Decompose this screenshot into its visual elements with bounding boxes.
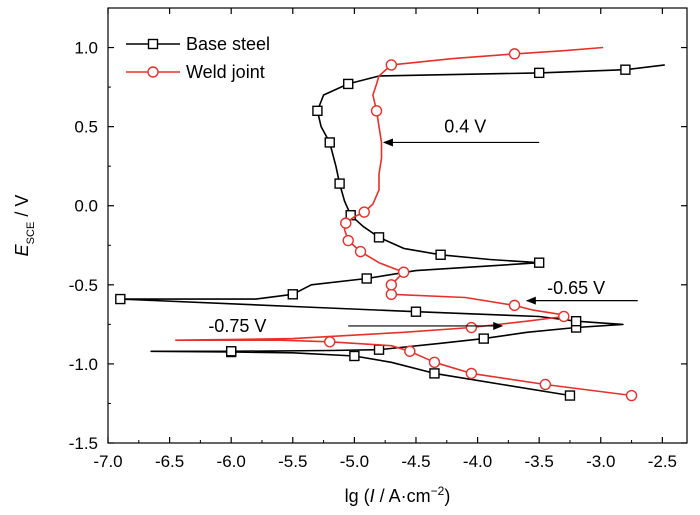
annotation-0: 0.4 V <box>382 117 540 147</box>
annotation-2: -0.75 V <box>208 316 504 336</box>
data-point <box>385 288 398 301</box>
data-point <box>429 368 440 379</box>
data-point <box>343 78 354 90</box>
y-tick-label: -0.5 <box>69 276 98 295</box>
data-point <box>410 306 422 317</box>
x-tick-label: -2.5 <box>648 452 677 471</box>
x-axis: -7.0 -6.5 -6.0 -5.5 -5.0 -4.5 -4.0 -3.5 -3.0 -2.5 <box>93 8 677 471</box>
data-point <box>564 390 576 401</box>
y-axis: 1.0 0.5 0.0 -0.5 -1.0 -1.5 <box>69 39 687 453</box>
legend-label: Weld joint <box>186 62 265 82</box>
data-point <box>558 310 570 323</box>
data-point <box>465 367 478 380</box>
legend-marker <box>147 66 159 78</box>
y-tick-label: -1.5 <box>69 434 98 453</box>
data-point <box>340 217 352 229</box>
data-point <box>428 356 441 369</box>
data-point <box>533 67 545 79</box>
legend: Base steel Weld joint <box>126 34 270 82</box>
legend-item: Base steel <box>126 34 270 54</box>
data-point <box>370 105 383 117</box>
data-point <box>115 293 126 305</box>
data-point <box>385 59 398 71</box>
y-tick-label: 0.5 <box>74 118 98 137</box>
data-point <box>373 232 385 243</box>
data-point <box>349 350 360 362</box>
data-point <box>354 245 367 258</box>
x-axis-title: lg (I / A·cm−2) <box>345 484 451 506</box>
x-tick-label: -5.5 <box>278 452 307 471</box>
y-tick-label: 1.0 <box>74 39 98 58</box>
x-tick-label: -6.0 <box>217 452 246 471</box>
plot-frame <box>107 7 688 444</box>
data-point <box>358 206 370 218</box>
data-point <box>334 178 345 189</box>
annotation-label: -0.65 V <box>547 278 605 298</box>
x-tick-label: -4.0 <box>463 452 492 471</box>
series-base-steel <box>115 64 665 401</box>
annotations: 0.4 V -0.65 V -0.75 V <box>208 117 638 336</box>
data-point <box>465 321 478 334</box>
data-point <box>287 289 298 300</box>
series-line <box>119 64 665 397</box>
data-point <box>312 105 323 117</box>
annotation-1: -0.65 V <box>525 278 638 305</box>
data-point <box>620 64 631 75</box>
data-point <box>373 344 385 355</box>
x-tick-label: -3.5 <box>525 452 554 471</box>
data-point <box>404 345 416 357</box>
data-point <box>385 279 398 291</box>
data-point <box>625 389 638 402</box>
x-tick-label: -7.0 <box>93 452 122 471</box>
series-layer <box>115 46 665 402</box>
data-point <box>508 299 521 312</box>
annotation-label: -0.75 V <box>208 316 266 336</box>
legend-item: Weld joint <box>126 62 265 82</box>
data-point <box>570 316 582 327</box>
y-tick-label: 0.0 <box>74 197 98 216</box>
data-point <box>478 333 489 344</box>
data-point <box>533 257 545 268</box>
legend-label: Base steel <box>186 34 270 54</box>
data-point <box>361 273 372 284</box>
data-point <box>435 249 446 260</box>
annotation-label: 0.4 V <box>444 117 486 137</box>
data-point <box>539 378 552 391</box>
legend-marker <box>147 38 159 50</box>
data-point <box>397 266 410 278</box>
y-tick-label: -1.0 <box>69 355 98 374</box>
data-point <box>324 137 335 148</box>
data-point <box>225 346 237 357</box>
x-tick-label: -3.0 <box>586 452 615 471</box>
x-tick-label: -4.5 <box>401 452 430 471</box>
series-weld-joint <box>175 46 638 402</box>
series-line <box>175 46 632 397</box>
data-point <box>342 234 354 247</box>
plot-border <box>107 7 688 444</box>
data-point <box>508 48 521 60</box>
x-tick-label: -6.5 <box>155 452 184 471</box>
x-tick-label: -5.0 <box>340 452 369 471</box>
data-point <box>324 336 336 348</box>
y-axis-title: ESCE / V <box>12 195 37 257</box>
